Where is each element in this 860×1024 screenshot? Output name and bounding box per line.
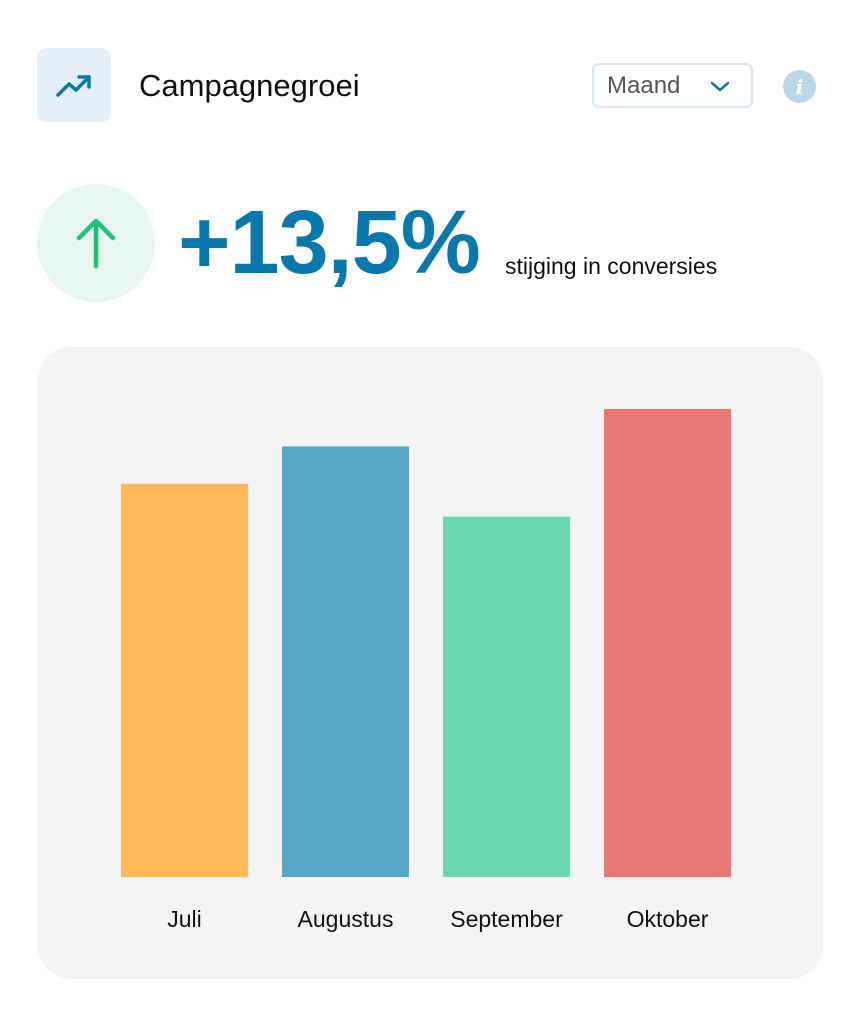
arrow-up-icon — [37, 184, 155, 302]
info-icon[interactable]: i — [783, 70, 816, 103]
page-title: Campagnegroei — [139, 68, 360, 103]
bar-chart-svg: Juli Augustus September Oktober — [121, 409, 731, 932]
bar-september — [443, 516, 570, 877]
trending-up-icon — [37, 48, 111, 122]
period-select-value: Maand — [607, 71, 681, 99]
x-tick-label: September — [450, 906, 563, 932]
bar-augustus — [282, 446, 409, 877]
x-tick-label: Oktober — [627, 906, 709, 932]
x-tick-label: Juli — [167, 906, 202, 932]
header: Campagnegroei Maand i — [0, 0, 860, 175]
bar-oktober — [604, 409, 731, 877]
kpi-caption: stijging in conversies — [505, 253, 718, 279]
bar-chart: Juli Augustus September Oktober — [37, 347, 823, 979]
chevron-down-icon — [709, 77, 731, 100]
kpi-value: +13,5% — [178, 193, 481, 293]
x-tick-label: Augustus — [298, 906, 394, 932]
period-select[interactable]: Maand — [592, 63, 753, 108]
bar-juli — [121, 483, 248, 877]
